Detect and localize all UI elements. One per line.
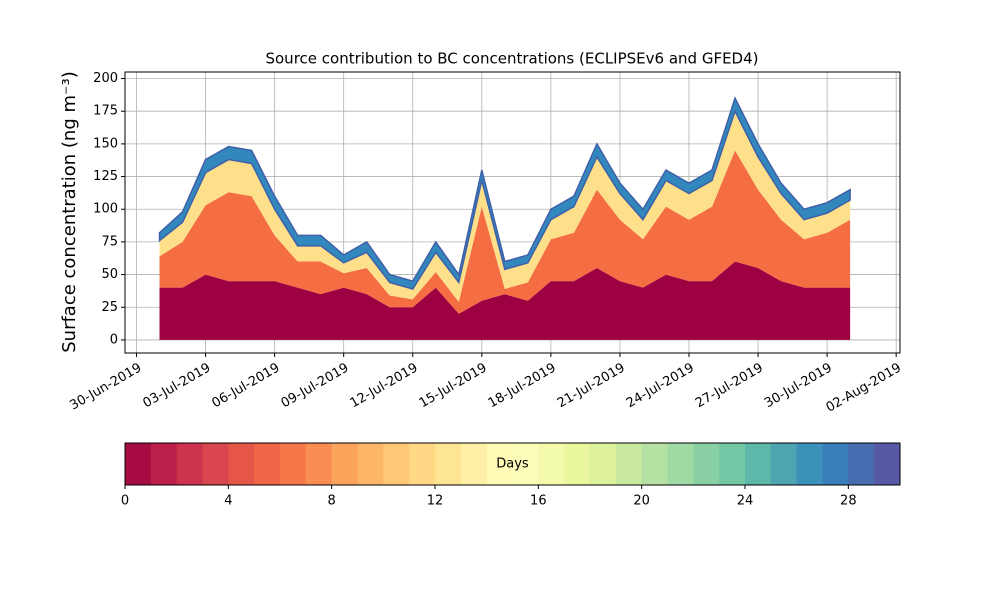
colorbar-cell bbox=[460, 443, 488, 485]
x-tick-label: 18-Jul-2019 bbox=[486, 361, 559, 412]
y-tick-label: 200 bbox=[93, 71, 118, 86]
colorbar-cell bbox=[641, 443, 668, 485]
y-tick-label: 175 bbox=[93, 104, 118, 119]
colorbar-cell bbox=[125, 443, 152, 485]
colorbar-cell bbox=[770, 443, 798, 485]
x-tick-label: 06-Jul-2019 bbox=[210, 361, 283, 412]
colorbar-tick-label: 16 bbox=[530, 494, 547, 509]
x-tick-label: 15-Jul-2019 bbox=[417, 361, 490, 412]
colorbar-tick-label: 20 bbox=[633, 494, 650, 509]
x-tick-label: 30-Jun-2019 bbox=[67, 361, 144, 414]
colorbar-cell bbox=[667, 443, 694, 485]
x-tick-label: 27-Jul-2019 bbox=[693, 361, 766, 412]
y-tick-label: 125 bbox=[93, 169, 118, 184]
area bbox=[159, 150, 851, 314]
plot-frame bbox=[124, 71, 901, 354]
y-tick-label: 150 bbox=[93, 136, 118, 151]
colorbar-cell bbox=[512, 443, 539, 485]
x-tick-label: 09-Jul-2019 bbox=[279, 361, 352, 412]
colorbar-cell bbox=[280, 443, 307, 485]
x-tick-label: 24-Jul-2019 bbox=[624, 361, 697, 412]
colorbar-cell bbox=[435, 443, 462, 485]
chart-title: Source contribution to BC concentrations… bbox=[265, 50, 758, 68]
y-tick-label: 50 bbox=[101, 267, 118, 282]
colorbar-cell bbox=[822, 443, 849, 485]
colorbar-cell bbox=[564, 443, 591, 485]
colorbar-cell bbox=[176, 443, 203, 485]
colorbar-cell bbox=[357, 443, 384, 485]
colorbar-tick-label: 4 bbox=[224, 494, 232, 509]
colorbar-cell bbox=[486, 443, 513, 485]
colorbar-cell bbox=[848, 443, 875, 485]
colorbar-cell bbox=[745, 443, 772, 485]
x-tick-label: 02-Aug-2019 bbox=[824, 361, 904, 416]
y-tick-label: 0 bbox=[110, 332, 118, 347]
area bbox=[159, 261, 851, 340]
colorbar-tick-label: 0 bbox=[121, 494, 129, 509]
colorbar-cell bbox=[305, 443, 333, 485]
colorbar-cell bbox=[150, 443, 178, 485]
colorbar-tick-label: 12 bbox=[427, 494, 444, 509]
colorbar-cell bbox=[796, 443, 823, 485]
colorbar-cell bbox=[693, 443, 720, 485]
y-tick-label: 25 bbox=[101, 300, 118, 315]
colorbar-cell bbox=[228, 443, 255, 485]
colorbar-cell bbox=[590, 443, 617, 485]
colorbar-tick-label: 28 bbox=[840, 494, 857, 509]
colorbar-cell bbox=[409, 443, 436, 485]
y-tick-label: 75 bbox=[101, 234, 118, 249]
colorbar-tick-label: 24 bbox=[737, 494, 754, 509]
colorbar-cell bbox=[383, 443, 410, 485]
x-tick-label: 12-Jul-2019 bbox=[348, 361, 421, 412]
colorbar-cell bbox=[874, 443, 901, 485]
area bbox=[158, 96, 851, 290]
y-tick-label: 100 bbox=[93, 202, 118, 217]
colorbar-label: Days bbox=[496, 457, 529, 472]
area bbox=[159, 111, 851, 303]
x-tick-label: 03-Jul-2019 bbox=[141, 361, 214, 412]
colorbar-frame bbox=[124, 442, 901, 486]
colorbar-cell bbox=[538, 443, 565, 485]
colorbar-cell bbox=[331, 443, 358, 485]
colorbar-cell bbox=[202, 443, 229, 485]
colorbar-cell bbox=[254, 443, 281, 485]
colorbar-cell bbox=[719, 443, 746, 485]
colorbar-cell bbox=[615, 443, 643, 485]
colorbar-tick-label: 8 bbox=[328, 494, 336, 509]
x-tick-label: 21-Jul-2019 bbox=[555, 361, 628, 412]
y-axis-label: Surface concentration (ng m⁻³) bbox=[59, 71, 80, 353]
